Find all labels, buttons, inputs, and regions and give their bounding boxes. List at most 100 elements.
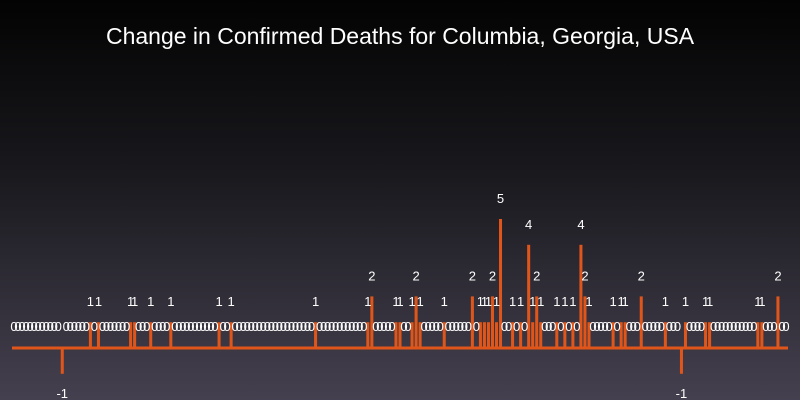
data-label: 0 (557, 319, 564, 334)
bar (88, 322, 92, 348)
bar (96, 322, 100, 348)
bars-group (12, 219, 788, 374)
data-label: 1 (167, 294, 174, 309)
data-label: 0 (722, 319, 729, 334)
data-label: 0 (614, 319, 621, 334)
data-label: 0 (714, 319, 721, 334)
data-label: 0 (276, 319, 283, 334)
data-label: 0 (766, 319, 773, 334)
bar (217, 322, 221, 348)
bar (579, 244, 583, 348)
data-label: 0 (348, 319, 355, 334)
data-label: 0 (219, 319, 226, 334)
data-label: 0 (304, 319, 311, 334)
data-label: 0 (593, 319, 600, 334)
data-label: 0 (240, 319, 247, 334)
bar (229, 322, 233, 348)
data-label: 1 (702, 294, 709, 309)
data-label: 0 (634, 319, 641, 334)
data-label: 0 (686, 319, 693, 334)
data-label: 0 (260, 319, 267, 334)
data-label: 1 (147, 294, 154, 309)
data-label: 0 (597, 319, 604, 334)
bar (555, 322, 559, 348)
bar (478, 322, 482, 348)
data-label: 0 (666, 319, 673, 334)
data-label: 0 (316, 319, 323, 334)
data-label: 0 (175, 319, 182, 334)
data-label: 1 (485, 294, 492, 309)
bar (366, 322, 370, 348)
data-label: 0 (39, 319, 46, 334)
data-label: 0 (453, 319, 460, 334)
data-label: 0 (99, 319, 106, 334)
data-label: 1 (481, 294, 488, 309)
data-label: 0 (55, 319, 62, 334)
data-label: 0 (91, 319, 98, 334)
data-labels-group: 000000000000-100000010100000001100010000… (10, 191, 789, 400)
data-label: 1 (622, 294, 629, 309)
data-label: 0 (18, 319, 25, 334)
data-label: 0 (658, 319, 665, 334)
data-label: 1 (416, 294, 423, 309)
bar (149, 322, 153, 348)
data-label: 0 (734, 319, 741, 334)
bar (418, 322, 422, 348)
data-label: 0 (698, 319, 705, 334)
data-label: 0 (35, 319, 42, 334)
bar (619, 322, 623, 348)
data-label: 0 (14, 319, 21, 334)
data-label: 2 (368, 268, 375, 283)
data-label: 1 (228, 294, 235, 309)
data-label: 0 (207, 319, 214, 334)
data-label: 0 (710, 319, 717, 334)
data-label: 0 (179, 319, 186, 334)
data-label: 0 (384, 319, 391, 334)
data-label: 0 (268, 319, 275, 334)
data-label: 0 (336, 319, 343, 334)
data-label: 0 (545, 319, 552, 334)
data-label: 0 (191, 319, 198, 334)
data-label: 4 (577, 217, 584, 232)
data-label: 0 (449, 319, 456, 334)
data-label: 0 (457, 319, 464, 334)
data-label: 1 (408, 294, 415, 309)
data-label: 0 (280, 319, 287, 334)
data-label: 5 (497, 191, 504, 206)
data-label: 0 (573, 319, 580, 334)
data-label: 0 (400, 319, 407, 334)
data-label: 0 (340, 319, 347, 334)
data-label: 0 (119, 319, 126, 334)
data-label: 0 (244, 319, 251, 334)
data-label: 0 (505, 319, 512, 334)
data-label: 0 (143, 319, 150, 334)
data-label: 0 (324, 319, 331, 334)
data-label: 0 (694, 319, 701, 334)
data-label: 0 (690, 319, 697, 334)
bar (663, 322, 667, 348)
data-label: 1 (509, 294, 516, 309)
data-label: 1 (392, 294, 399, 309)
data-label: 0 (123, 319, 130, 334)
bar (314, 322, 318, 348)
data-label: 0 (782, 319, 789, 334)
data-label: 1 (477, 294, 484, 309)
data-label: 1 (585, 294, 592, 309)
bar (583, 296, 587, 348)
data-label: 1 (493, 294, 500, 309)
bar (760, 322, 764, 348)
bar (683, 322, 687, 348)
data-label: 0 (43, 319, 50, 334)
data-label: 1 (662, 294, 669, 309)
data-label: 0 (433, 319, 440, 334)
data-label: 0 (770, 319, 777, 334)
bar (511, 322, 515, 348)
data-label: 0 (404, 319, 411, 334)
data-label: 0 (71, 319, 78, 334)
data-label: 0 (372, 319, 379, 334)
bar (394, 322, 398, 348)
data-label: 0 (465, 319, 472, 334)
bar (490, 296, 494, 348)
data-label: 0 (501, 319, 508, 334)
data-label: 1 (706, 294, 713, 309)
